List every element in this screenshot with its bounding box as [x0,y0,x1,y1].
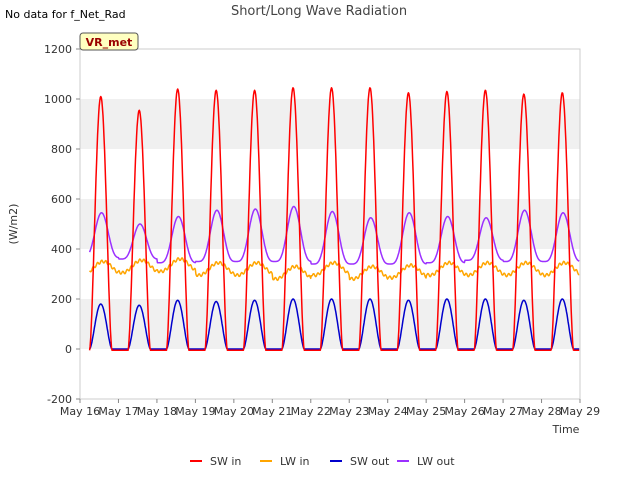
legend: SW in LW in SW out LW out [190,455,455,468]
series-line-sw-out [88,298,580,350]
x-tick-label: May 26 [444,405,484,418]
x-tick-label: May 27 [483,405,523,418]
y-tick-label: 400 [51,243,72,256]
grid-band [80,199,580,249]
x-tick-label: May 22 [291,405,331,418]
legend-label: LW out [417,455,455,468]
legend-label: SW out [350,455,390,468]
badge-label: VR_met [86,36,133,49]
y-axis-label: (W/m2) [7,204,20,245]
y-tick-label: -200 [47,393,72,406]
y-tick-label: 800 [51,143,72,156]
x-tick-label: May 28 [521,405,561,418]
x-tick-label: May 23 [329,405,369,418]
no-data-note: No data for f_Net_Rad [5,8,126,21]
x-tick-label: May 17 [98,405,138,418]
grid-bands [80,99,580,349]
x-axis-label: Time [552,423,580,436]
y-tick-label: 600 [51,193,72,206]
x-tick-label: May 16 [60,405,100,418]
series-line-sw-in [88,87,580,352]
series-line-lw-in [88,257,580,282]
x-tick-label: May 24 [368,405,408,418]
x-tick-label: May 21 [252,405,292,418]
badge-box [79,32,139,51]
y-tick-label: 1200 [44,43,72,56]
y-axis-ticks: -200 0 200 400 600 800 1000 1200 [44,43,80,406]
x-tick-label: May 29 [560,405,600,418]
x-tick-label: May 19 [175,405,215,418]
x-tick-label: May 20 [214,405,254,418]
legend-label: SW in [210,455,241,468]
grid-band [80,299,580,349]
y-tick-label: 200 [51,293,72,306]
x-tick-label: May 25 [406,405,446,418]
vr-met-badge: VR_met [79,32,139,51]
y-tick-label: 0 [65,343,72,356]
series-lines [88,87,580,352]
chart-title: Short/Long Wave Radiation [231,4,407,19]
y-tick-label: 1000 [44,93,72,106]
legend-label: LW in [280,455,310,468]
x-tick-label: May 18 [137,405,177,418]
